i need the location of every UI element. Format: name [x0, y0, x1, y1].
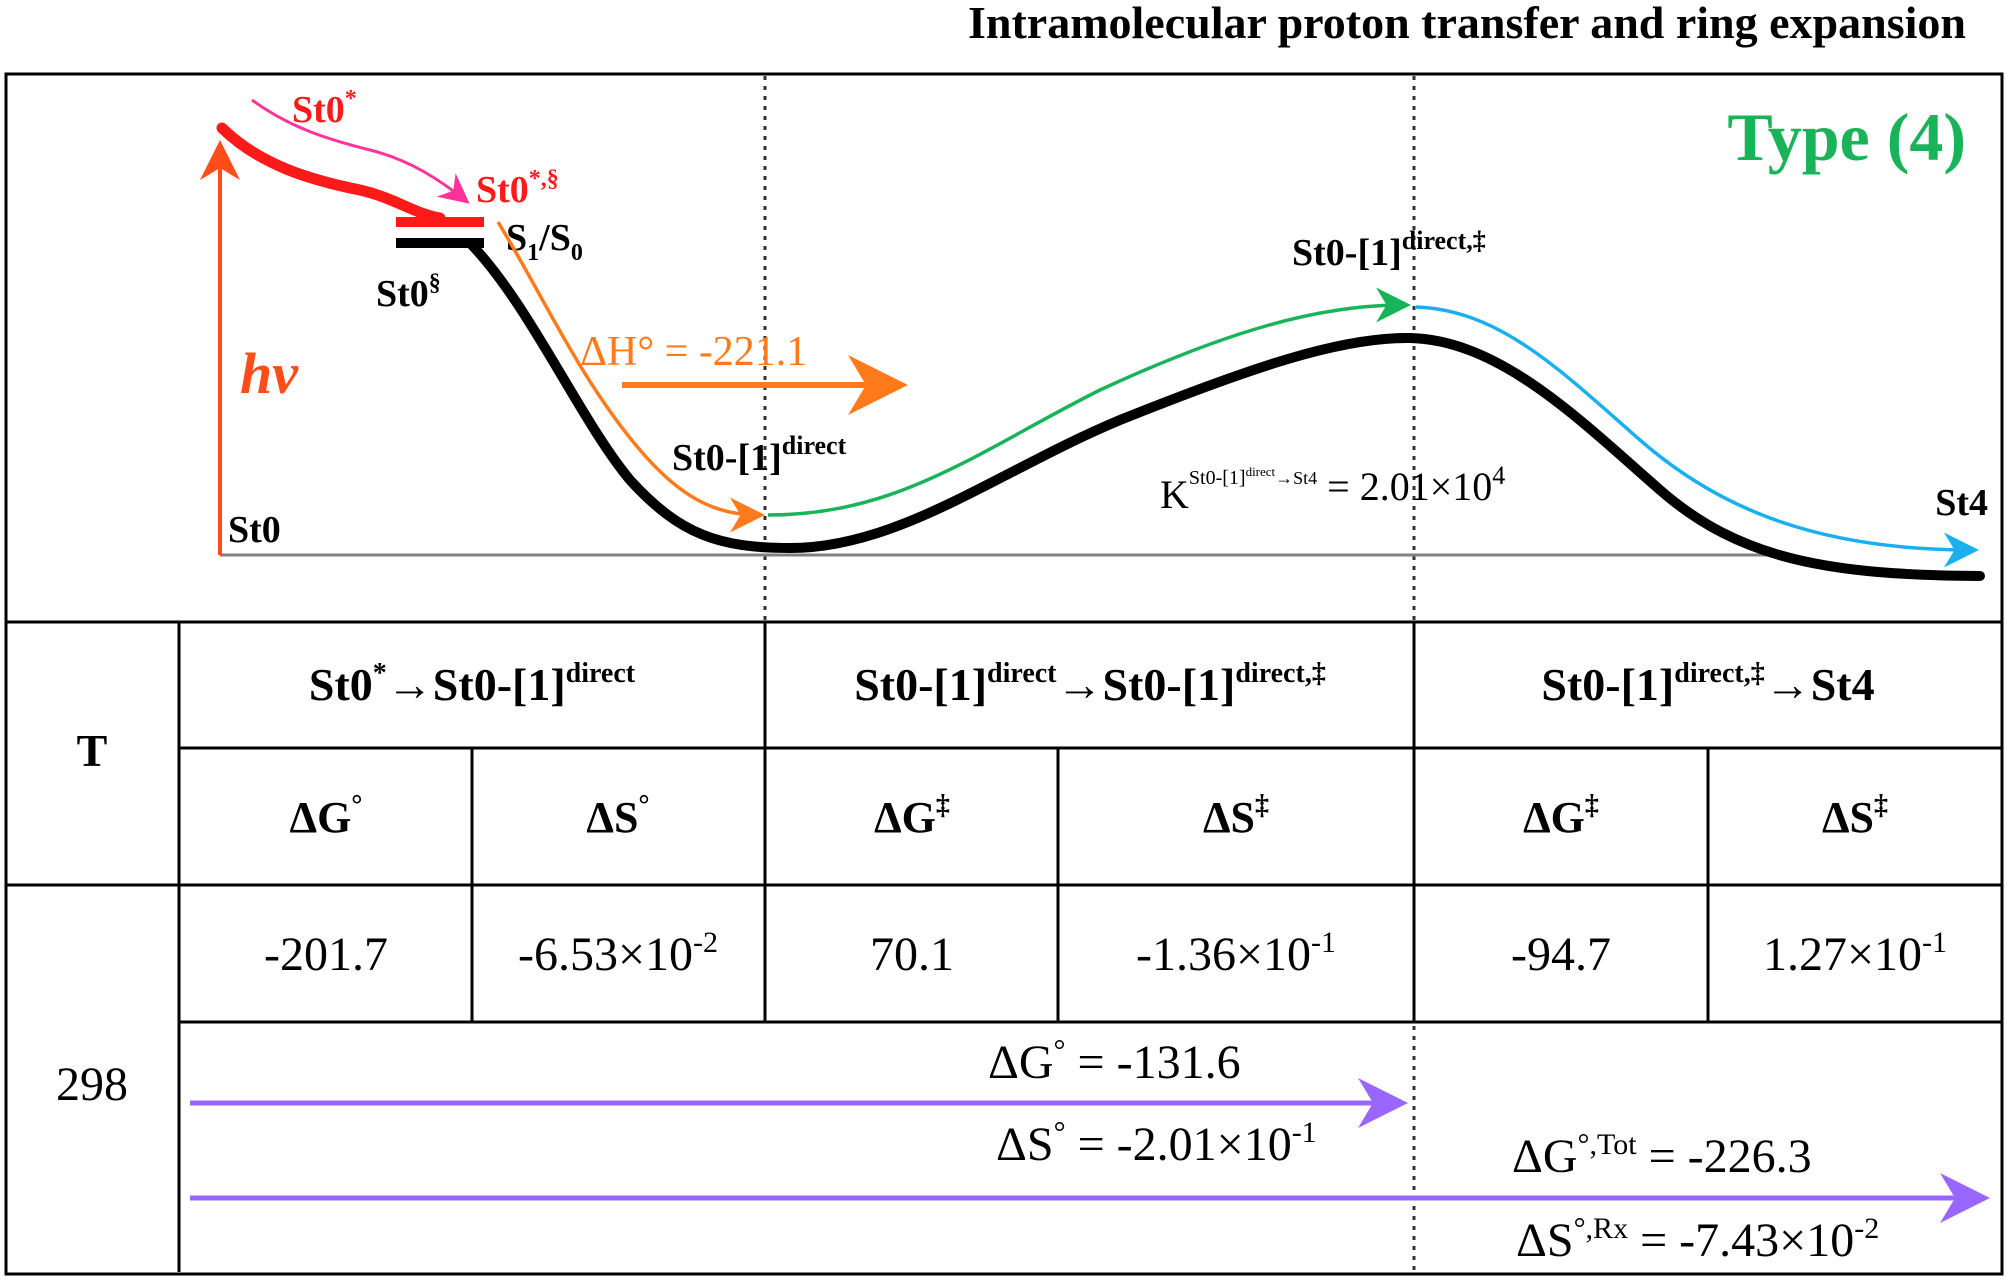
subheader-6: ΔS‡	[1822, 790, 1888, 842]
group-header-2: St0-[1]direct→St0-[1]direct,‡	[854, 658, 1326, 710]
equilibrium-constant-label: KSt0-[1]direct→St4 = 2.01×104	[1160, 461, 1505, 517]
orange-path-arrow	[496, 221, 765, 533]
st0-label: St0	[228, 509, 281, 551]
transition-state-label: St0-[1]direct,‡	[1292, 226, 1486, 274]
value-cell-2: -6.53×10-2	[518, 926, 718, 981]
hv-label: hν	[240, 341, 299, 406]
st0-sect-label: St0§	[376, 270, 441, 315]
subheader-2: ΔS°	[586, 790, 649, 842]
figure-frame	[4, 72, 2004, 1276]
s1-s0-label: S1/S0	[506, 217, 583, 266]
figure-title: Intramolecular proton transfer and ring …	[968, 0, 1966, 48]
st4-label: St4	[1935, 482, 1988, 524]
value-cell-4: -1.36×10-1	[1136, 926, 1336, 981]
value-cell-1: -201.7	[264, 928, 388, 981]
summary-dG: ΔG° = -131.6	[988, 1034, 1241, 1089]
subheader-5: ΔG‡	[1523, 790, 1599, 842]
subheader-4: ΔS‡	[1203, 790, 1269, 842]
subheader-3: ΔG‡	[874, 790, 950, 842]
excited-state-curve	[216, 122, 446, 224]
summary-dS: ΔS° = -2.01×10-1	[996, 1116, 1317, 1171]
value-cell-5: -94.7	[1511, 928, 1611, 981]
type-label: Type (4)	[1727, 99, 1966, 175]
subheader-1: ΔG°	[289, 790, 362, 842]
intermediate-label: St0-[1]direct	[672, 431, 847, 479]
temperature-cell: 298	[56, 1058, 128, 1111]
reaction-profile-curve	[465, 238, 1985, 581]
st0-star-sect-label: St0*,§	[476, 166, 559, 211]
group-header-3: St0-[1]direct,‡→St4	[1541, 658, 1874, 710]
group-header-1: St0*→St0-[1]direct	[309, 658, 636, 710]
summary-dG-tot: ΔG°,Tot = -226.3	[1512, 1128, 1812, 1183]
value-cell-6: 1.27×10-1	[1763, 926, 1947, 981]
enthalpy-label: ΔH° = -221.1	[580, 329, 807, 375]
blue-path-arrow	[1415, 305, 1979, 568]
green-path-arrow	[767, 287, 1411, 517]
t-header: T	[77, 725, 108, 776]
value-cell-3: 70.1	[870, 928, 954, 981]
st0-star-label: St0*	[292, 86, 357, 131]
summary-dS-rx: ΔS°,Rx = -7.43×10-2	[1516, 1212, 1879, 1267]
relaxation-arrow	[251, 98, 470, 204]
